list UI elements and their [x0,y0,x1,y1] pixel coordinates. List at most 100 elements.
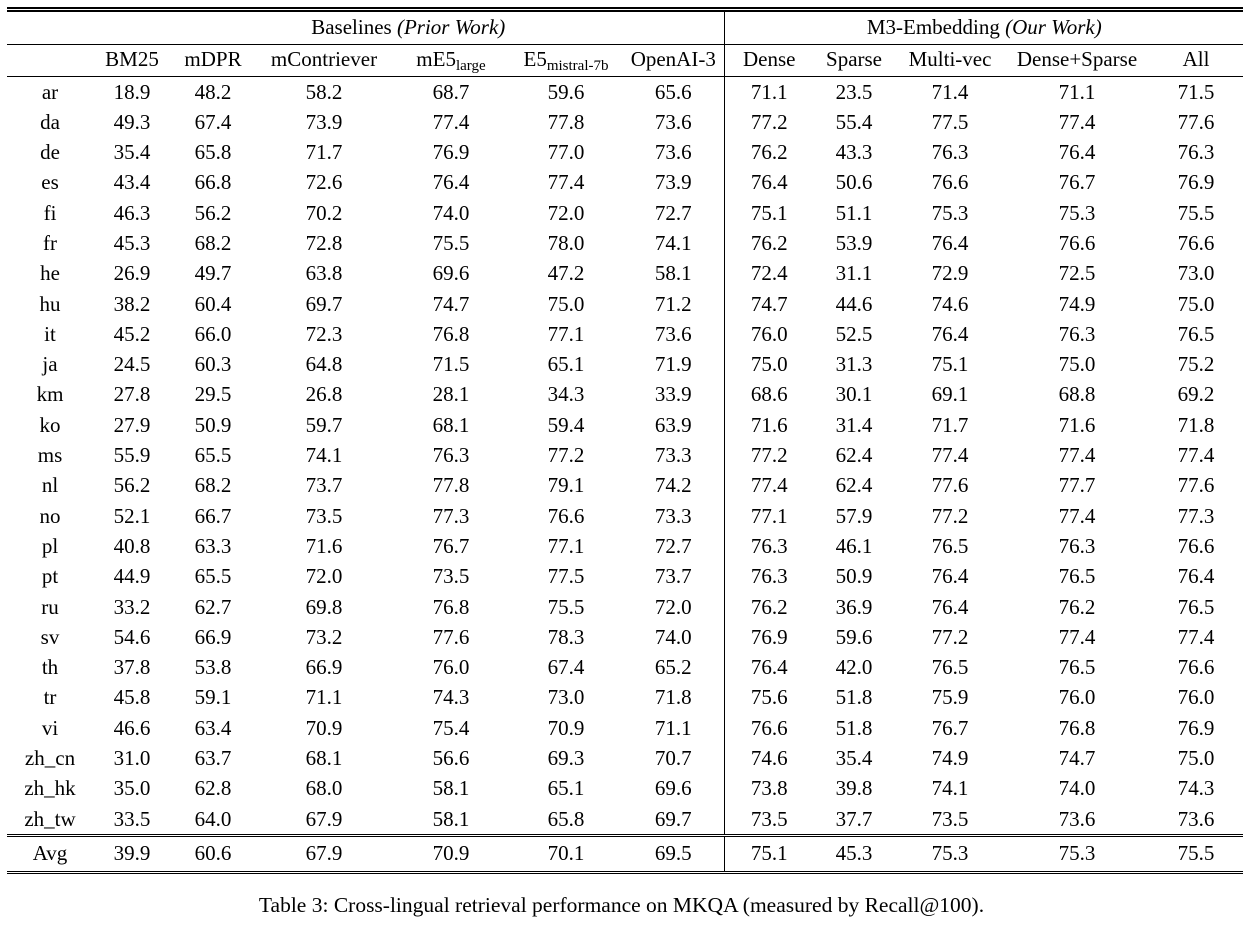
score-cell: 73.8 [723,773,815,805]
score-cell: 73.6 [654,140,692,165]
table-row-da: da 49.3 67.4 73.9 77.4 77.8 73.6 77.2 55.4 77.5 77… [7,107,1243,138]
score-cell: 69.6 [432,261,470,286]
score-cell: 33.9 [654,382,692,407]
score-cell: 74.9 [931,746,969,771]
score-cell: 71.6 [1058,412,1096,437]
score-cell: 37.8 [113,655,151,680]
column-header-row: BM25 mDPR mContriever mE5large E5mistral-7b O… [7,44,1243,77]
score-cell: 68.0 [305,776,343,801]
score-cell: 76.9 [1177,170,1215,195]
score-cell: 75.1 [931,352,969,377]
score-cell: 79.1 [547,473,585,498]
score-cell: 76.2 [1058,594,1096,619]
score-cell: 76.5 [1177,321,1215,346]
table-row-ru: ru 33.2 62.7 69.8 76.8 75.5 72.0 76.2 36.9 76.4 76… [7,592,1243,623]
score-cell: 48.2 [194,79,232,104]
score-cell: 68.6 [723,379,815,411]
score-cell: 66.0 [194,321,232,346]
language-label: tr [43,685,57,710]
score-cell: 75.0 [547,291,585,316]
score-cell: 76.0 [723,319,815,350]
table-row-fr: fr 45.3 68.2 72.8 75.5 78.0 74.1 76.2 53.9 76.4 76… [7,228,1243,259]
table-row-he: he 26.9 49.7 63.8 69.6 47.2 58.1 72.4 31.1 72.9 72… [7,258,1243,290]
score-cell: 38.2 [113,291,151,316]
score-cell: 78.0 [547,230,585,255]
results-table-container: Baselines (Prior Work) M3-Embedding (Our… [7,7,1243,875]
score-cell: 76.6 [1177,655,1215,680]
score-cell: 71.4 [931,79,969,104]
score-cell: 59.4 [547,412,585,437]
score-cell: 77.4 [1058,443,1096,468]
score-cell: 23.5 [835,79,873,104]
score-cell: 76.2 [723,137,815,168]
language-label: ru [41,594,59,619]
score-cell: 35.0 [113,776,151,801]
score-cell: 75.5 [432,230,470,255]
score-cell: 71.7 [931,412,969,437]
score-cell: 65.2 [654,655,692,680]
score-cell: 71.7 [305,140,343,165]
score-cell: 65.5 [194,564,232,589]
score-cell: 71.9 [654,352,692,377]
score-cell: 42.0 [835,655,873,680]
score-cell: 43.4 [113,170,151,195]
score-cell: 51.8 [835,685,873,710]
score-cell: 55.9 [113,443,151,468]
score-cell: 76.7 [1058,170,1096,195]
language-label: hu [39,291,61,316]
score-cell: 71.1 [1058,79,1096,104]
score-cell: 62.4 [835,473,873,498]
score-cell: 77.4 [1058,624,1096,649]
score-cell: 71.1 [723,76,815,108]
score-cell: 67.4 [194,109,232,134]
score-cell: 73.6 [654,321,692,346]
score-cell: 51.1 [835,200,873,225]
score-cell: 71.1 [305,685,343,710]
table-row-no: no 52.1 66.7 73.5 77.3 76.6 73.3 77.1 57.9 77.2 77… [7,501,1243,532]
score-cell: 76.3 [723,531,815,562]
language-label: vi [41,715,59,740]
score-cell: 74.1 [931,776,969,801]
score-cell: 77.3 [432,503,470,528]
column-header-all: All [1148,44,1243,77]
language-label: ar [41,79,59,104]
column-header-sparse: Sparse [814,44,895,77]
score-cell: 40.8 [113,533,151,558]
score-cell: 27.9 [113,412,151,437]
score-cell: 76.4 [723,652,815,683]
score-cell: 66.8 [194,170,232,195]
score-cell: 72.7 [654,533,692,558]
score-cell: 76.9 [432,140,470,165]
score-cell: 76.0 [432,655,470,680]
score-cell: 52.5 [835,321,873,346]
table-row-vi: vi 46.6 63.4 70.9 75.4 70.9 71.1 76.6 51.8 76.7 76… [7,713,1243,744]
score-cell: 68.1 [432,412,470,437]
score-cell: 70.7 [654,746,692,771]
score-cell: 71.6 [723,410,815,441]
score-cell: 76.6 [1058,230,1096,255]
score-cell: 71.8 [1177,412,1215,437]
score-cell: 63.8 [305,261,343,286]
score-cell: 65.1 [547,776,585,801]
language-label: de [40,140,60,165]
table-row-pt: pt 44.9 65.5 72.0 73.5 77.5 73.7 76.3 50.9 76.4 76… [7,561,1243,593]
baselines-group-qualifier: (Prior Work) [396,15,506,39]
score-cell: 50.6 [835,170,873,195]
language-label: km [36,382,64,407]
table-caption: Table 3: Cross-lingual retrieval perform… [258,893,985,917]
score-cell: 77.0 [547,140,585,165]
table-row-ja: ja 24.5 60.3 64.8 71.5 65.1 71.9 75.0 31.3 75.1 75… [7,349,1243,380]
score-cell: 77.2 [931,624,969,649]
score-cell: 77.4 [432,109,470,134]
score-cell: 77.7 [1058,473,1096,498]
score-cell: 45.8 [113,685,151,710]
score-cell: 52.1 [113,503,151,528]
language-label: ja [42,352,58,377]
language-label: ko [39,412,61,437]
score-cell: 45.2 [113,321,151,346]
score-cell: 73.0 [1177,261,1215,286]
score-cell: 77.4 [1177,624,1215,649]
score-cell: 49.7 [194,261,232,286]
score-cell: 33.2 [113,594,151,619]
score-cell: 70.9 [547,715,585,740]
